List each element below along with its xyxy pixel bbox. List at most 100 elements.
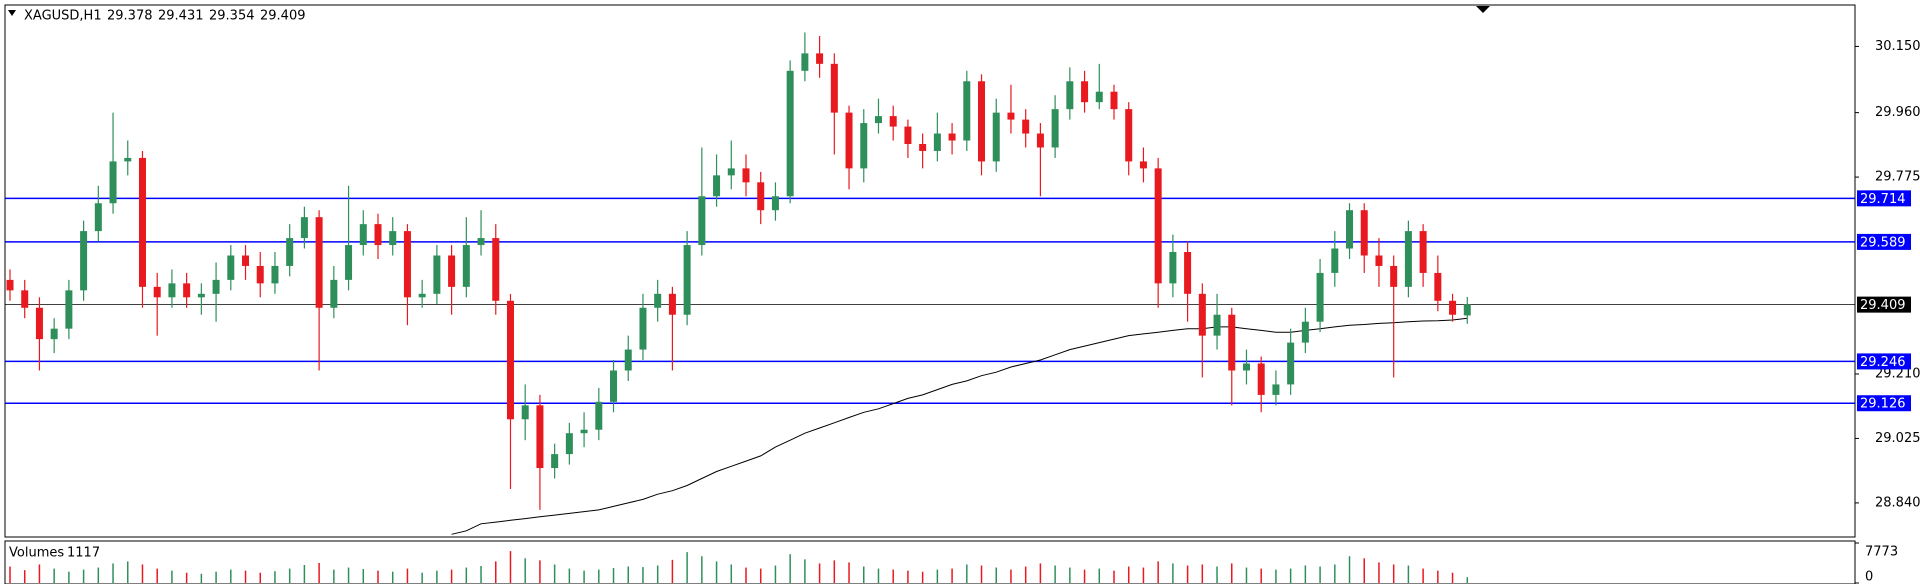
y-tick-label: 29.960 bbox=[1875, 105, 1920, 120]
symbol-label: XAGUSD,H1 bbox=[24, 9, 102, 24]
candle-body bbox=[65, 290, 73, 329]
volume-tick-label: 7773 bbox=[1865, 545, 1898, 560]
candle-body bbox=[1036, 133, 1044, 148]
price-panel bbox=[4, 4, 1856, 538]
candle-body bbox=[521, 405, 529, 420]
candle-body bbox=[1169, 252, 1177, 284]
candle-body bbox=[1360, 210, 1368, 256]
candle-body bbox=[845, 112, 853, 169]
candle-body bbox=[1154, 168, 1162, 284]
candle-body bbox=[1051, 109, 1059, 148]
candle-body bbox=[227, 255, 235, 280]
candle-body bbox=[1139, 161, 1147, 169]
candle-body bbox=[462, 245, 470, 287]
y-tick-label: 28.840 bbox=[1875, 495, 1920, 510]
ohlc-low: 29.354 bbox=[209, 9, 255, 24]
candle-body bbox=[168, 283, 176, 298]
candle-body bbox=[109, 161, 117, 204]
candle-body bbox=[21, 290, 29, 308]
candle-body bbox=[359, 224, 367, 246]
candle-body bbox=[212, 279, 220, 294]
candle-body bbox=[1375, 255, 1383, 266]
candle-body bbox=[1184, 252, 1192, 294]
price-label-box bbox=[1857, 296, 1911, 313]
candle-body bbox=[403, 231, 411, 298]
candle-body bbox=[713, 175, 721, 197]
candle-body bbox=[197, 293, 205, 298]
level-label: 29.126 bbox=[1860, 397, 1906, 412]
candle-body bbox=[153, 286, 161, 298]
candle-body bbox=[271, 265, 279, 284]
candle-body bbox=[138, 157, 146, 287]
ohlc-open: 29.378 bbox=[107, 9, 153, 24]
candle-body bbox=[35, 307, 43, 340]
candle-body bbox=[683, 245, 691, 315]
candle-body bbox=[1331, 248, 1339, 273]
candle-body bbox=[389, 231, 397, 246]
candle-body bbox=[80, 231, 88, 291]
candle-body bbox=[345, 245, 353, 280]
candle-body bbox=[1257, 363, 1265, 395]
candle-body bbox=[1022, 119, 1030, 134]
candle-body bbox=[300, 217, 308, 239]
candle-body bbox=[374, 224, 382, 246]
y-tick-label: 29.210 bbox=[1875, 366, 1920, 381]
shift-marker bbox=[1476, 6, 1490, 13]
candle-body bbox=[1463, 304, 1471, 316]
candle-body bbox=[94, 203, 102, 232]
candle-body bbox=[801, 53, 809, 71]
candle-body bbox=[727, 168, 735, 176]
candle-body bbox=[654, 293, 662, 308]
candle-body bbox=[448, 255, 456, 287]
candle-body bbox=[433, 255, 441, 294]
candle-body bbox=[1449, 300, 1457, 315]
level-label: 29.714 bbox=[1860, 192, 1906, 207]
level-label-box bbox=[1857, 395, 1911, 412]
candle-body bbox=[1095, 91, 1103, 103]
candle-body bbox=[595, 401, 603, 430]
candle-body bbox=[506, 300, 514, 420]
moving-average bbox=[451, 317, 1468, 535]
candle-body bbox=[1125, 109, 1133, 162]
candle-body bbox=[757, 182, 765, 211]
level-label-box bbox=[1857, 353, 1911, 370]
candle-body bbox=[124, 157, 132, 162]
candle-body bbox=[1213, 314, 1221, 336]
candle-body bbox=[919, 143, 927, 151]
candle-body bbox=[1404, 231, 1412, 287]
candle-body bbox=[1066, 81, 1074, 110]
candle-body bbox=[492, 238, 500, 301]
candle-body bbox=[315, 217, 323, 308]
level-label: 29.589 bbox=[1860, 235, 1906, 250]
candle-body bbox=[933, 133, 941, 151]
volume-title: Volumes bbox=[9, 546, 64, 561]
candle-body bbox=[889, 116, 897, 127]
candle-body bbox=[668, 293, 676, 315]
candle-body bbox=[1301, 321, 1309, 343]
candle-body bbox=[580, 429, 588, 434]
candle-body bbox=[1434, 272, 1442, 301]
candle-body bbox=[565, 433, 573, 455]
ohlc-high: 29.431 bbox=[158, 9, 204, 24]
candle-body bbox=[624, 349, 632, 371]
candle-body bbox=[286, 238, 294, 266]
candle-body bbox=[963, 81, 971, 141]
price-label: 29.409 bbox=[1860, 298, 1906, 313]
volume-last: 1117 bbox=[67, 546, 100, 561]
candle-body bbox=[860, 123, 868, 169]
candle-body bbox=[1081, 81, 1089, 103]
candle-body bbox=[639, 307, 647, 350]
y-tick-label: 30.150 bbox=[1875, 39, 1920, 54]
candle-body bbox=[183, 283, 191, 298]
candle-body bbox=[1198, 293, 1206, 336]
y-tick-label: 29.025 bbox=[1875, 431, 1920, 446]
y-tick-label: 29.775 bbox=[1875, 170, 1920, 185]
candle-body bbox=[816, 53, 824, 64]
menu-triangle[interactable] bbox=[8, 10, 16, 16]
candle-body bbox=[771, 196, 779, 211]
candle-body bbox=[256, 265, 264, 284]
candle-body bbox=[948, 133, 956, 141]
candle-body bbox=[330, 279, 338, 308]
